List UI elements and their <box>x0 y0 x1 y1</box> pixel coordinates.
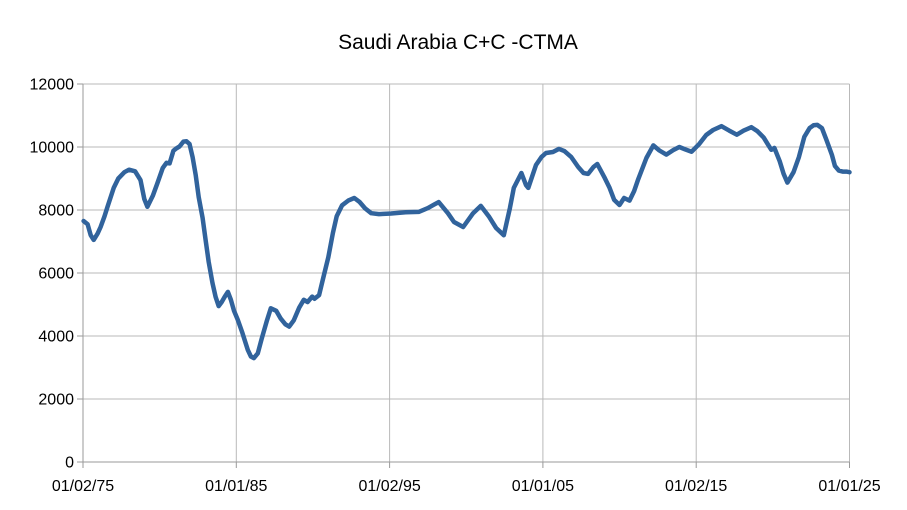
chart-title: Saudi Arabia C+C -CTMA <box>338 31 578 54</box>
y-tick-label: 2000 <box>38 392 74 409</box>
x-tick-label: 01/02/75 <box>52 478 114 495</box>
series-layer <box>81 122 852 361</box>
y-tick-label: 4000 <box>38 329 74 346</box>
x-tick-label: 01/01/25 <box>818 478 880 495</box>
y-tick-label: 6000 <box>38 266 74 283</box>
label-layer: 0 2000 4000 6000 8000 10000 12000 01/02/75 01/01… <box>30 77 881 496</box>
x-tick-label: 01/02/95 <box>358 478 420 495</box>
y-tick-label: 10000 <box>30 140 75 157</box>
y-tick-label: 8000 <box>38 203 74 220</box>
data-series-line <box>81 122 852 361</box>
axis-layer <box>77 83 850 468</box>
x-tick-label: 01/01/05 <box>512 478 574 495</box>
y-tick-label: 0 <box>65 455 74 472</box>
x-tick-label: 01/01/85 <box>205 478 267 495</box>
y-tick-label: 12000 <box>30 77 75 94</box>
x-tick-label: 01/02/15 <box>665 478 727 495</box>
